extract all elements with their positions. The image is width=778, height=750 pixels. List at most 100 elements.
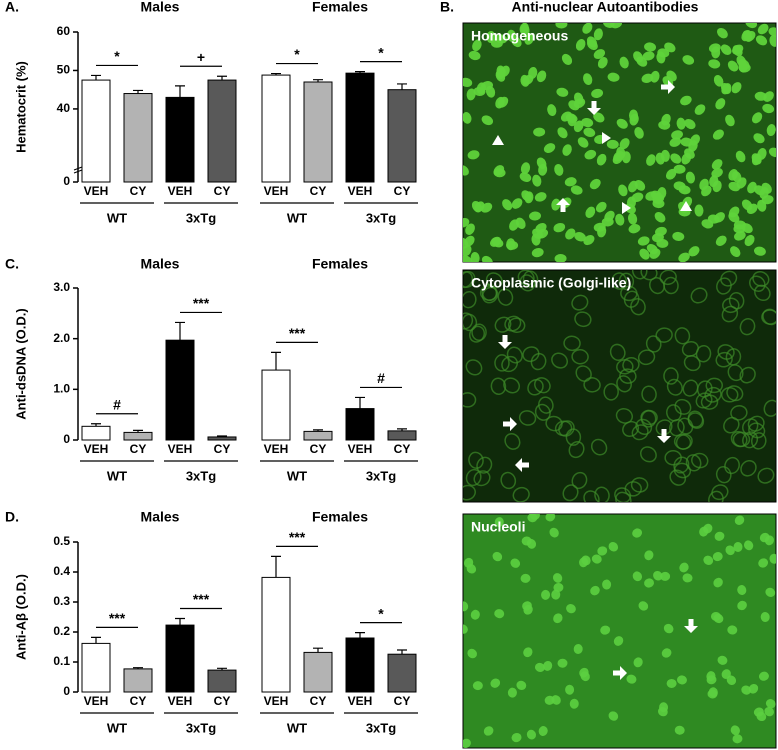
y-tick-label: 50 bbox=[57, 63, 71, 77]
cell bbox=[523, 647, 533, 658]
cell bbox=[757, 23, 769, 35]
cells bbox=[463, 270, 776, 502]
cell bbox=[579, 667, 589, 678]
cell bbox=[637, 236, 650, 246]
error-bar bbox=[133, 89, 143, 94]
y-tick-label: 0 bbox=[63, 174, 70, 188]
cell bbox=[666, 404, 682, 422]
cell bbox=[758, 558, 769, 568]
panel-label: A. bbox=[5, 0, 19, 15]
cell bbox=[644, 550, 654, 561]
cell bbox=[545, 514, 556, 522]
cell bbox=[728, 212, 740, 223]
micrograph: Homogeneous bbox=[462, 22, 777, 263]
cell bbox=[597, 546, 608, 556]
cell bbox=[737, 600, 747, 611]
cell bbox=[739, 366, 756, 384]
cell bbox=[583, 234, 595, 246]
cell bbox=[490, 377, 507, 395]
cell bbox=[622, 420, 640, 437]
arrow bbox=[613, 666, 627, 680]
cell bbox=[659, 702, 669, 713]
cell bbox=[492, 551, 503, 562]
cell bbox=[650, 70, 660, 83]
cell bbox=[506, 29, 516, 42]
cell bbox=[522, 270, 539, 288]
cell bbox=[502, 199, 513, 211]
cell bbox=[573, 120, 584, 133]
cell bbox=[711, 159, 723, 170]
cell bbox=[619, 138, 630, 150]
y-axis-label: Anti-Aβ (O.D.) bbox=[13, 574, 28, 660]
cell bbox=[732, 431, 751, 448]
cell bbox=[463, 313, 478, 332]
cell bbox=[568, 441, 585, 459]
x-tick-label: VEH bbox=[348, 184, 373, 198]
x-tick-label: VEH bbox=[168, 442, 193, 456]
cell bbox=[663, 623, 674, 634]
x-tick-label: CY bbox=[214, 184, 231, 198]
cell bbox=[637, 349, 656, 366]
cell bbox=[463, 244, 472, 257]
image-background bbox=[462, 269, 777, 503]
bar bbox=[345, 408, 375, 441]
bar bbox=[345, 637, 375, 693]
error-bar bbox=[397, 649, 407, 655]
cell bbox=[753, 707, 764, 717]
cell bbox=[730, 405, 748, 421]
chart-title: Females bbox=[312, 0, 368, 15]
cell bbox=[757, 467, 775, 484]
cell bbox=[724, 456, 740, 475]
cell bbox=[486, 30, 496, 43]
cell bbox=[538, 396, 554, 414]
cell bbox=[511, 198, 523, 209]
significance-label: # bbox=[377, 370, 385, 386]
cell bbox=[761, 182, 772, 194]
cell bbox=[704, 386, 722, 403]
cell bbox=[678, 252, 690, 262]
bar bbox=[207, 436, 237, 441]
cell bbox=[573, 92, 584, 105]
group-label: WT bbox=[107, 210, 127, 225]
cell bbox=[485, 272, 503, 289]
arrow bbox=[503, 417, 517, 431]
cell bbox=[558, 420, 575, 437]
y-tick-label: 2.0 bbox=[53, 331, 70, 345]
bar bbox=[81, 79, 111, 183]
cell bbox=[628, 212, 638, 225]
cell bbox=[634, 127, 644, 139]
cell bbox=[766, 124, 776, 136]
cell bbox=[765, 699, 776, 709]
cell bbox=[657, 48, 670, 58]
error-bar bbox=[91, 423, 101, 427]
cell bbox=[594, 486, 610, 502]
cell bbox=[717, 655, 728, 665]
cell bbox=[541, 589, 551, 600]
bar bbox=[303, 651, 333, 693]
cell bbox=[663, 367, 679, 385]
cell bbox=[727, 364, 744, 382]
error-bar bbox=[355, 396, 365, 409]
cell bbox=[465, 468, 482, 487]
x-tick-label: VEH bbox=[264, 694, 289, 708]
cell bbox=[690, 287, 708, 304]
group-label: 3xTg bbox=[366, 468, 396, 483]
cell bbox=[597, 225, 607, 238]
cell bbox=[463, 312, 474, 330]
cell bbox=[463, 270, 476, 288]
cell bbox=[520, 74, 530, 87]
cell bbox=[650, 190, 663, 201]
x-tick-label: VEH bbox=[348, 694, 373, 708]
cell bbox=[725, 114, 735, 127]
cell bbox=[707, 689, 718, 699]
error-bar bbox=[271, 72, 281, 76]
x-tick-label: VEH bbox=[264, 442, 289, 456]
cell bbox=[463, 77, 473, 87]
cell bbox=[740, 459, 757, 477]
cell bbox=[506, 346, 523, 364]
group-label: WT bbox=[287, 468, 307, 483]
cell bbox=[759, 671, 769, 681]
cell bbox=[645, 335, 662, 353]
cell bbox=[577, 137, 589, 148]
cell bbox=[522, 346, 540, 363]
